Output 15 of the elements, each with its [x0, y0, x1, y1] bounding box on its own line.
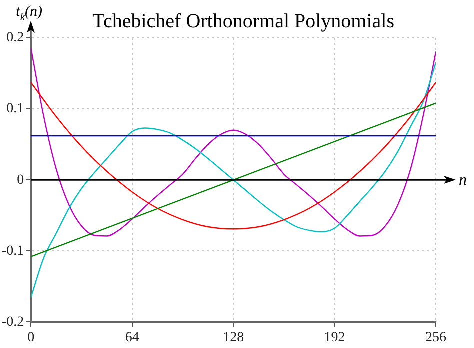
y-tick-label: 0.2 [6, 30, 24, 46]
line-series [31, 62, 436, 298]
y-tick-label: -0.2 [2, 314, 24, 330]
y-tick-label: -0.1 [2, 244, 24, 259]
x-tick-label: 128 [223, 330, 244, 346]
x-tick-label: 0 [28, 330, 35, 346]
y-tick-label: 0 [17, 172, 24, 188]
x-tick-label: 256 [426, 330, 446, 346]
x-tick-label: 192 [324, 330, 346, 346]
x-axis-title: n [459, 172, 467, 190]
line-series [31, 48, 436, 237]
chart-title: Tchebichef Orthonormal Polynomials [92, 10, 395, 32]
line-series [31, 82, 436, 230]
x-tick-label: 64 [125, 330, 140, 346]
y-tick-label: 0.1 [6, 102, 24, 117]
